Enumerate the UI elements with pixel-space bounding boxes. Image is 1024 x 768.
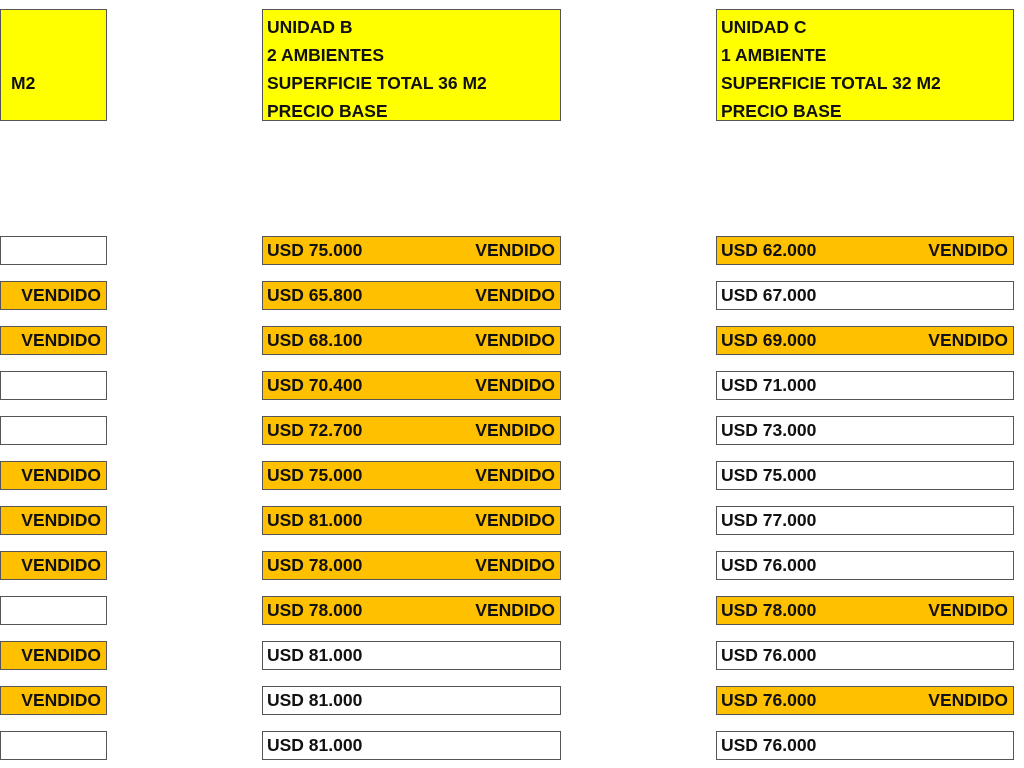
price-cell[interactable]: USD 75.000 VENDIDO: [262, 461, 561, 490]
price-value: USD 62.000: [721, 240, 817, 260]
sold-label: VENDIDO: [475, 555, 555, 575]
sold-label: VENDIDO: [21, 285, 101, 305]
sold-label: VENDIDO: [21, 555, 101, 575]
sold-label: VENDIDO: [928, 240, 1008, 260]
sold-label: VENDIDO: [21, 465, 101, 485]
unit-header-line: UNIDAD C: [721, 17, 807, 37]
price-cell[interactable]: USD 75.000: [716, 461, 1014, 490]
sold-label: VENDIDO: [475, 510, 555, 530]
sold-label: VENDIDO: [21, 510, 101, 530]
price-cell[interactable]: USD 81.000: [262, 731, 561, 760]
price-value: USD 75.000: [267, 465, 363, 485]
price-cell[interactable]: USD 71.000: [716, 371, 1014, 400]
price-cell[interactable]: USD 72.700 VENDIDO: [262, 416, 561, 445]
price-cell[interactable]: USD 76.000: [716, 551, 1014, 580]
unit-header-line: [5, 97, 102, 125]
price-value: USD 78.000: [267, 555, 363, 575]
price-cell[interactable]: USD 81.000: [262, 641, 561, 670]
unit-header-line: 2 AMBIENTES: [267, 45, 385, 65]
price-cell[interactable]: VENDIDO: [0, 686, 107, 715]
price-value: USD 81.000: [267, 735, 363, 755]
sold-label: VENDIDO: [928, 690, 1008, 710]
price-cell[interactable]: [0, 596, 107, 625]
unit-header-line: 1 AMBIENTE: [721, 45, 827, 65]
price-cell[interactable]: VENDIDO: [0, 551, 107, 580]
price-value: USD 68.100: [267, 330, 363, 350]
unit-header-line: SUPERFICIE TOTAL 36 M2: [267, 73, 487, 93]
price-cell[interactable]: USD 75.000 VENDIDO: [262, 236, 561, 265]
price-cell[interactable]: USD 62.000 VENDIDO: [716, 236, 1014, 265]
price-value: USD 69.000: [721, 330, 817, 350]
sold-label: VENDIDO: [928, 600, 1008, 620]
sold-label: VENDIDO: [21, 330, 101, 350]
price-value: USD 73.000: [721, 420, 817, 440]
price-cell[interactable]: USD 73.000: [716, 416, 1014, 445]
unit-header: UNIDAD B 2 AMBIENTES SUPERFICIE TOTAL 36 M…: [262, 9, 561, 121]
unit-header-line: PRECIO BASE: [721, 101, 842, 121]
price-value: USD 76.000: [721, 690, 817, 710]
sold-label: VENDIDO: [475, 330, 555, 350]
price-cell[interactable]: USD 77.000: [716, 506, 1014, 535]
price-cell[interactable]: VENDIDO: [0, 281, 107, 310]
price-cell[interactable]: USD 67.000: [716, 281, 1014, 310]
price-value: USD 75.000: [721, 465, 817, 485]
price-value: USD 76.000: [721, 645, 817, 665]
price-value: USD 76.000: [721, 735, 817, 755]
price-value: USD 77.000: [721, 510, 817, 530]
unit-header: UNIDAD C 1 AMBIENTE SUPERFICIE TOTAL 32 M2…: [716, 9, 1014, 121]
sold-label: VENDIDO: [475, 375, 555, 395]
price-cell[interactable]: [0, 731, 107, 760]
price-cell[interactable]: USD 65.800 VENDIDO: [262, 281, 561, 310]
unit-header-line: M2: [11, 73, 36, 93]
price-value: USD 72.700: [267, 420, 363, 440]
price-cell[interactable]: USD 76.000: [716, 641, 1014, 670]
unit-header: M2: [0, 9, 107, 121]
sold-label: VENDIDO: [475, 465, 555, 485]
price-cell[interactable]: USD 78.000 VENDIDO: [262, 596, 561, 625]
price-value: USD 78.000: [721, 600, 817, 620]
price-cell[interactable]: USD 81.000 VENDIDO: [262, 506, 561, 535]
unit-header-line: PRECIO BASE: [267, 101, 388, 121]
sold-label: VENDIDO: [928, 330, 1008, 350]
price-value: USD 76.000: [721, 555, 817, 575]
price-cell[interactable]: USD 81.000: [262, 686, 561, 715]
sold-label: VENDIDO: [475, 600, 555, 620]
sold-label: VENDIDO: [475, 420, 555, 440]
price-cell[interactable]: USD 76.000 VENDIDO: [716, 686, 1014, 715]
price-cell[interactable]: [0, 371, 107, 400]
price-cell[interactable]: USD 69.000 VENDIDO: [716, 326, 1014, 355]
price-cell[interactable]: USD 68.100 VENDIDO: [262, 326, 561, 355]
unit-header-line: [5, 13, 102, 41]
sold-label: VENDIDO: [475, 285, 555, 305]
price-cell[interactable]: USD 76.000: [716, 731, 1014, 760]
price-value: USD 81.000: [267, 510, 363, 530]
price-cell[interactable]: VENDIDO: [0, 461, 107, 490]
price-cell[interactable]: USD 78.000 VENDIDO: [262, 551, 561, 580]
price-cell[interactable]: USD 70.400 VENDIDO: [262, 371, 561, 400]
sold-label: VENDIDO: [475, 240, 555, 260]
price-cell[interactable]: VENDIDO: [0, 326, 107, 355]
price-value: USD 81.000: [267, 645, 363, 665]
price-cell[interactable]: [0, 236, 107, 265]
price-value: USD 65.800: [267, 285, 363, 305]
price-cell[interactable]: VENDIDO: [0, 506, 107, 535]
price-value: USD 78.000: [267, 600, 363, 620]
price-cell[interactable]: USD 78.000 VENDIDO: [716, 596, 1014, 625]
unit-header-line: [5, 41, 102, 69]
price-value: USD 67.000: [721, 285, 817, 305]
price-value: USD 81.000: [267, 690, 363, 710]
unit-header-line: SUPERFICIE TOTAL 32 M2: [721, 73, 941, 93]
price-cell[interactable]: [0, 416, 107, 445]
price-value: USD 71.000: [721, 375, 817, 395]
price-value: USD 75.000: [267, 240, 363, 260]
price-cell[interactable]: VENDIDO: [0, 641, 107, 670]
sold-label: VENDIDO: [21, 645, 101, 665]
price-value: USD 70.400: [267, 375, 363, 395]
unit-header-line: UNIDAD B: [267, 17, 353, 37]
sold-label: VENDIDO: [21, 690, 101, 710]
